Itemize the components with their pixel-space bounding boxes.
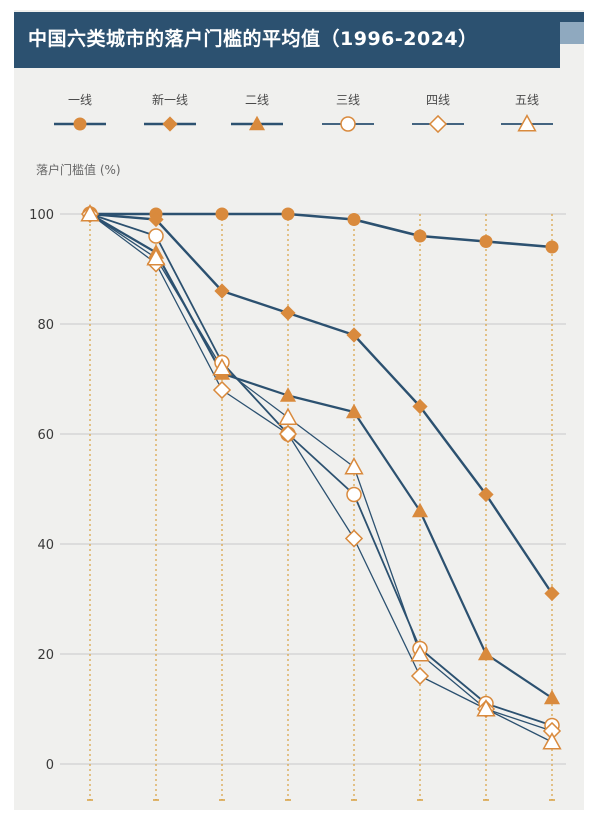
data-point-s4-2016 [410, 666, 430, 686]
series-line-1 [89, 212, 553, 595]
legend-marker-0 [73, 117, 87, 131]
data-point-s5-2008 [278, 407, 298, 425]
series-layer [89, 212, 553, 743]
data-point-s5-2016 [410, 644, 430, 662]
y-tick-label-60: 60 [37, 428, 54, 443]
legend-marker-1 [162, 116, 178, 132]
series-line-4 [89, 213, 553, 732]
data-point-s1-2024 [544, 585, 560, 602]
data-point-s5-1996 [80, 204, 100, 222]
legend-label-2: 二线 [245, 93, 269, 107]
data-point-s5-2000 [146, 248, 166, 266]
series-line-0 [90, 212, 553, 249]
chart-card [14, 10, 584, 810]
data-point-s5-2004 [212, 358, 232, 376]
y-tick-label-20: 20 [37, 648, 54, 663]
data-point-s4-2012 [344, 529, 364, 548]
data-point-s3-2000 [148, 228, 164, 244]
data-point-s0-2016 [413, 229, 427, 243]
markers-layer [80, 204, 562, 750]
series-line-3 [89, 213, 553, 727]
y-axis-label: 落户门槛值 (%) [36, 162, 121, 177]
legend-marker-5 [517, 114, 537, 132]
legend-label-0: 一线 [68, 93, 92, 107]
data-point-s0-2012 [347, 213, 361, 226]
data-point-s0-2020 [479, 235, 493, 248]
title-bar [14, 12, 560, 68]
data-point-s0-2004 [215, 207, 229, 221]
data-point-s0-2008 [281, 207, 295, 221]
legend: 一线 新一线 二线 三线 四线 五线 [54, 92, 553, 134]
data-point-s2-2016 [411, 502, 429, 518]
legend-marker-4 [428, 114, 448, 134]
data-point-s5-2012 [344, 457, 364, 475]
y-tick-label-40: 40 [37, 538, 54, 553]
legend-label-5: 五线 [515, 93, 539, 107]
y-tick-label-80: 80 [37, 318, 54, 333]
data-point-s1-2012 [346, 327, 362, 343]
data-point-s1-2008 [280, 305, 296, 321]
data-point-s5-2024 [542, 732, 562, 750]
series-line-2 [89, 213, 553, 699]
data-point-s4-2008 [278, 424, 298, 444]
grid [60, 213, 566, 801]
legend-marker-2 [248, 115, 266, 131]
data-point-s2-2008 [279, 387, 297, 402]
y-tick-label-0: 0 [46, 758, 54, 773]
data-point-s1-2000 [148, 211, 164, 228]
data-point-s1-2020 [478, 486, 494, 503]
data-point-s2-2024 [543, 689, 561, 705]
legend-label-1: 新一线 [152, 92, 188, 107]
legend-label-4: 四线 [426, 93, 450, 107]
data-point-s3-2012 [346, 486, 362, 503]
data-point-s2-2012 [345, 403, 363, 419]
legend-marker-3 [340, 116, 356, 132]
data-point-s5-2020 [476, 699, 496, 717]
data-point-s1-2016 [412, 398, 428, 415]
data-point-s1-2004 [214, 283, 230, 299]
legend-label-3: 三线 [336, 93, 360, 107]
data-point-s0-2024 [545, 240, 559, 254]
data-point-s4-2004 [212, 380, 232, 400]
series-line-5 [89, 213, 553, 743]
chart-title: 中国六类城市的落户门槛的平均值（1996-2024） [28, 28, 478, 50]
y-axis: 0 20 40 60 80 100 [29, 208, 54, 773]
y-tick-label-100: 100 [29, 208, 54, 223]
title-flag-decoration [536, 12, 584, 44]
data-point-s2-2020 [477, 645, 495, 661]
